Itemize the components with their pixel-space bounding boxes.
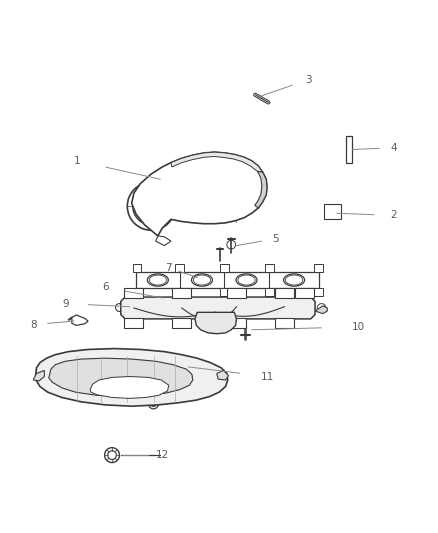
Polygon shape: [324, 204, 341, 220]
Polygon shape: [217, 370, 229, 380]
Polygon shape: [175, 288, 184, 296]
Polygon shape: [275, 318, 294, 328]
Text: 10: 10: [352, 322, 365, 332]
Polygon shape: [72, 315, 88, 326]
Text: 3: 3: [305, 75, 312, 85]
Polygon shape: [265, 264, 274, 272]
Polygon shape: [121, 297, 315, 319]
Text: 5: 5: [272, 233, 279, 244]
Polygon shape: [124, 288, 144, 298]
Polygon shape: [227, 288, 246, 298]
Polygon shape: [255, 171, 267, 208]
Text: 12: 12: [155, 450, 169, 460]
Polygon shape: [346, 136, 352, 163]
Polygon shape: [294, 288, 314, 298]
Polygon shape: [172, 288, 191, 298]
Polygon shape: [35, 349, 228, 406]
Polygon shape: [265, 288, 274, 296]
Text: 2: 2: [390, 211, 397, 221]
Polygon shape: [133, 264, 141, 272]
Polygon shape: [171, 152, 263, 172]
Polygon shape: [314, 264, 323, 272]
Polygon shape: [124, 318, 144, 328]
Polygon shape: [275, 288, 294, 298]
Text: 9: 9: [63, 298, 70, 309]
Text: 4: 4: [390, 143, 397, 153]
Text: 6: 6: [102, 282, 109, 293]
Text: 7: 7: [166, 263, 172, 273]
Polygon shape: [132, 152, 267, 236]
Text: 8: 8: [30, 320, 37, 329]
Polygon shape: [227, 318, 246, 328]
Polygon shape: [175, 264, 184, 272]
Text: 1: 1: [74, 156, 81, 166]
Polygon shape: [314, 288, 323, 296]
Text: 11: 11: [261, 372, 274, 382]
Polygon shape: [315, 306, 327, 313]
Polygon shape: [133, 288, 141, 296]
Polygon shape: [220, 264, 229, 272]
Polygon shape: [155, 236, 171, 246]
Polygon shape: [220, 288, 229, 296]
Polygon shape: [49, 358, 193, 396]
Polygon shape: [195, 312, 237, 334]
Polygon shape: [33, 370, 44, 381]
Polygon shape: [90, 376, 169, 398]
Polygon shape: [172, 318, 191, 328]
